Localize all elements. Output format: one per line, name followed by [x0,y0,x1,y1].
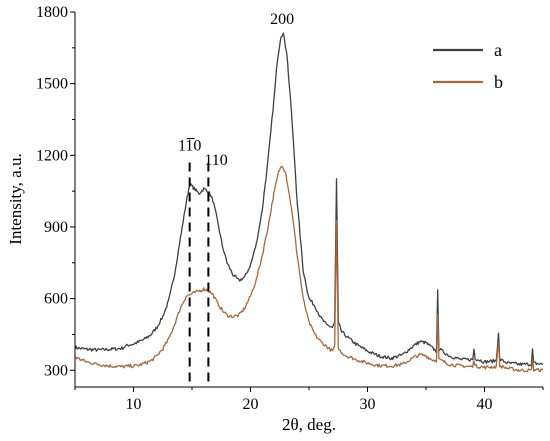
y-tick-label: 1800 [36,4,68,21]
legend-label-b: b [494,72,503,92]
x-tick-label: 10 [126,396,142,413]
y-tick-label: 600 [44,291,68,308]
annotation-200: 200 [270,11,294,28]
x-tick-labels: 10 20 30 40 [126,396,493,413]
legend: ab [433,40,503,92]
series-line-b [75,165,543,373]
y-tick-label: 900 [44,219,68,236]
axes [70,11,544,392]
x-tick-label: 30 [360,396,376,413]
annotation-110-bar: 110 [178,138,201,155]
dashed-marker-lines [188,162,210,387]
y-tick-labels: 300 600 900 1200 1500 1800 [36,4,68,379]
series-layer [75,32,543,373]
y-tick-label: 1500 [36,76,68,93]
y-tick-label: 1200 [36,147,68,164]
series-line-a [75,32,543,367]
x-tick-label: 20 [243,396,259,413]
legend-label-a: a [494,40,502,60]
x-tick-label: 40 [477,396,493,413]
annotation-110: 110 [204,152,227,169]
y-tick-label: 300 [44,362,68,379]
y-axis-title: Intensity, a.u. [6,153,25,244]
x-axis-title: 2θ, deg. [282,415,336,434]
